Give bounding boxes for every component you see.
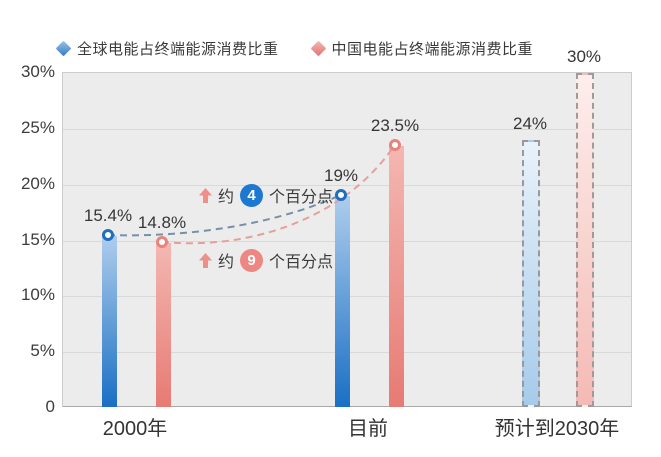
- bar-china-1: [389, 146, 404, 407]
- y-tick-label: 10%: [20, 285, 55, 304]
- annotation-number-badge: 4: [240, 183, 264, 207]
- y-tick-label: 5%: [30, 341, 55, 360]
- legend: 全球电能占终端能源消费比重 中国电能占终端能源消费比重: [55, 38, 534, 59]
- y-tick-label: 0: [45, 397, 55, 416]
- data-label-china-0: 14.8%: [137, 213, 187, 232]
- y-tick-label: 25%: [20, 118, 55, 137]
- china-point-marker: [156, 236, 168, 248]
- global-point-marker: [102, 229, 114, 241]
- x-tick-label: 目前: [348, 418, 388, 440]
- bar-global-0: [102, 236, 117, 407]
- annotation-prefix: 约: [218, 254, 235, 271]
- y-tick-label: 30%: [20, 62, 55, 81]
- up-arrow-icon: [199, 187, 212, 203]
- annotation-suffix: 个百分点: [269, 189, 334, 206]
- up-arrow-icon: [199, 252, 212, 268]
- x-tick-label: 2000年: [102, 418, 168, 440]
- legend-item-china: 中国电能占终端能源消费比重: [310, 38, 534, 59]
- y-tick-label: 20%: [20, 174, 55, 193]
- data-label-global-0: 15.4%: [83, 206, 133, 225]
- china-point-marker: [389, 139, 401, 151]
- legend-label-china: 中国电能占终端能源消费比重: [331, 41, 534, 58]
- legend-label-global: 全球电能占终端能源消费比重: [77, 41, 279, 58]
- data-label-china-1: 23.5%: [370, 116, 420, 135]
- blue-diamond-icon: [55, 40, 72, 57]
- bar-china-2: [576, 73, 594, 407]
- annotation-number-badge: 9: [240, 248, 264, 272]
- gridline: [63, 129, 631, 130]
- bar-global-2: [522, 140, 540, 407]
- data-label-global-2: 24%: [512, 114, 548, 133]
- annotation-prefix: 约: [218, 189, 235, 206]
- bar-global-1: [335, 196, 350, 407]
- red-diamond-icon: [310, 40, 326, 57]
- annotation-suffix: 个百分点: [269, 254, 334, 271]
- annotation-plus-9-points: 约 9 个百分点: [199, 248, 333, 272]
- data-label-global-1: 19%: [323, 166, 359, 185]
- global-point-marker: [335, 189, 347, 201]
- annotation-plus-4-points: 约 4 个百分点: [199, 183, 333, 207]
- bar-china-0: [156, 243, 171, 407]
- data-label-china-2: 30%: [566, 47, 602, 66]
- x-tick-label: 预计到2030年: [494, 418, 620, 440]
- y-tick-label: 15%: [20, 230, 55, 249]
- legend-item-global: 全球电能占终端能源消费比重: [55, 38, 279, 59]
